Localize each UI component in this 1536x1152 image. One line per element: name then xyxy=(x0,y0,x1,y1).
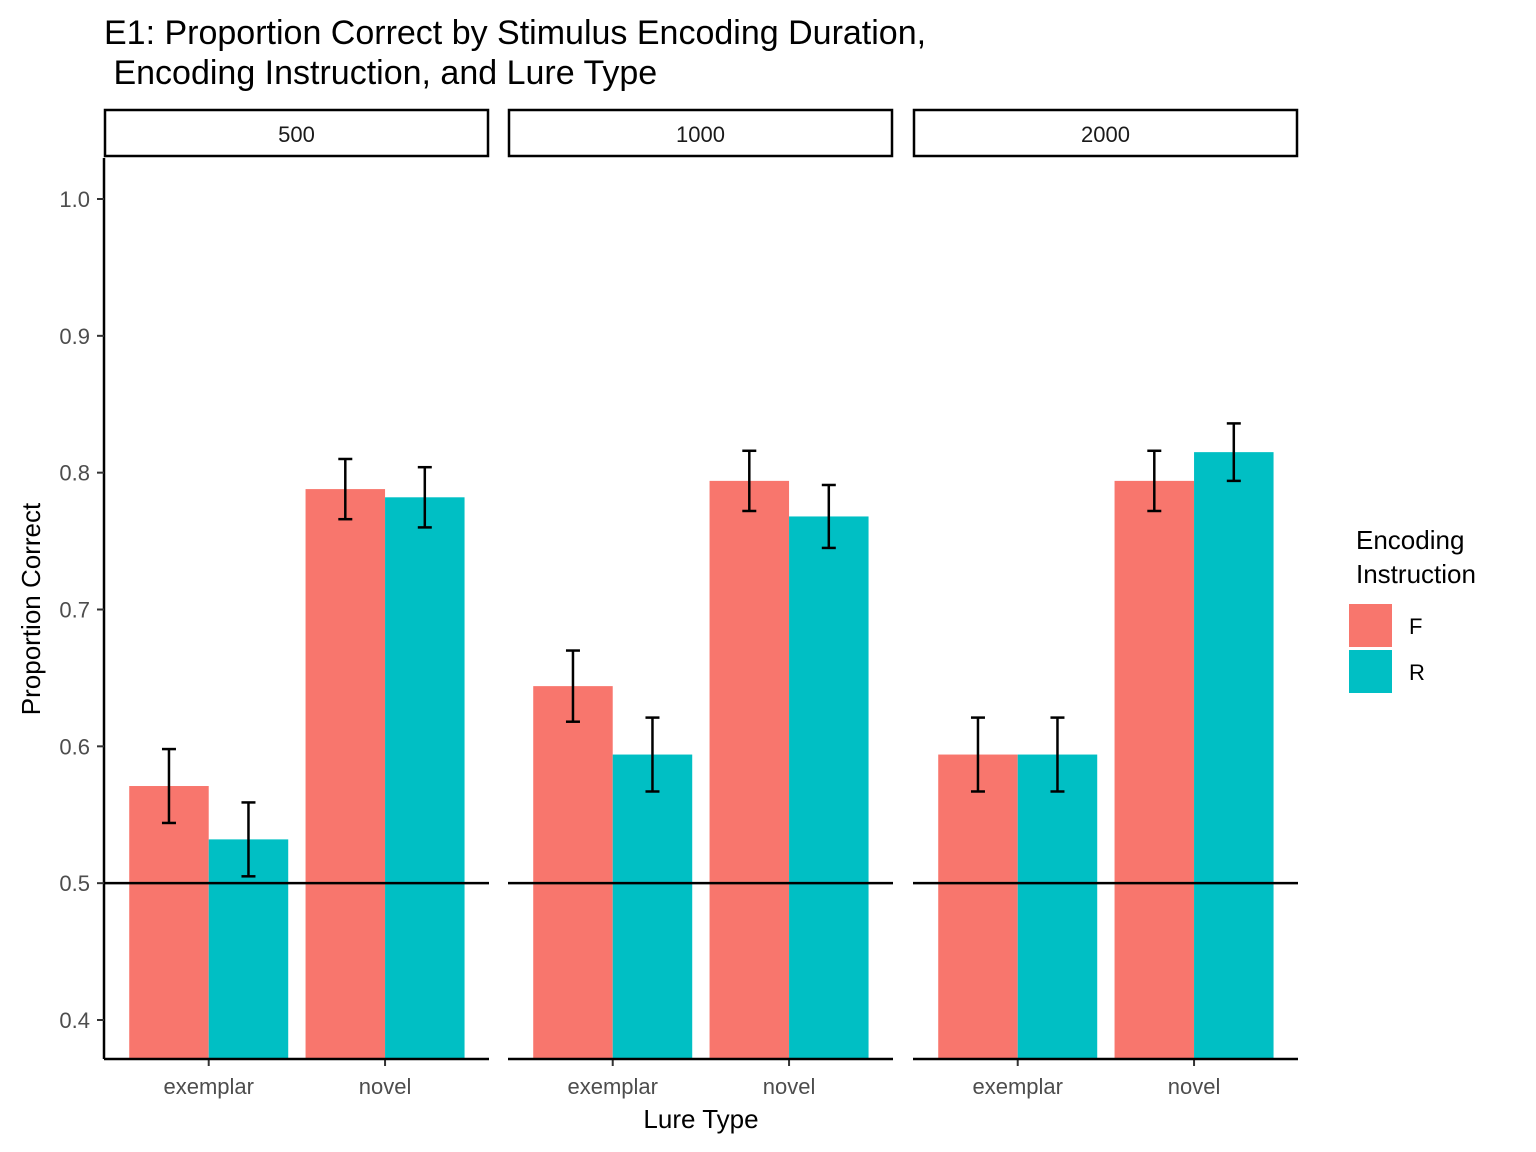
bar-F-exemplar xyxy=(938,754,1018,1059)
x-tick-label-novel: novel xyxy=(1168,1074,1221,1099)
legend-label-R: R xyxy=(1409,660,1425,685)
facet-strip xyxy=(912,108,1299,158)
bar-R-exemplar xyxy=(612,754,693,1059)
x-tick-label-novel: novel xyxy=(763,1074,816,1099)
facet-panel-1000: 1000 exemplar novel xyxy=(507,108,894,1099)
y-axis: 0.4 0.5 0.6 0.7 0.8 0.9 1.0 xyxy=(59,158,106,1059)
error-bar-R-novel xyxy=(1226,422,1241,483)
bar-F-exemplar xyxy=(129,786,209,1059)
y-tick-label: 0.5 xyxy=(59,871,90,896)
bar-R-novel xyxy=(385,497,465,1060)
error-bar-R-exemplar xyxy=(241,801,256,878)
x-tick-label-exemplar: exemplar xyxy=(972,1074,1062,1099)
facet-panels: 500 exemplar novel 1000 exemplar novel 2000 exe… xyxy=(103,108,1299,1099)
legend-key-R xyxy=(1349,650,1392,693)
y-tick-label: 1.0 xyxy=(59,187,90,212)
legend-title-line-1: Encoding xyxy=(1356,525,1464,555)
y-axis-label: Proportion Correct xyxy=(16,502,46,715)
x-axis-label: Lure Type xyxy=(643,1104,758,1134)
y-tick-label: 0.6 xyxy=(59,734,90,759)
y-tick-label: 0.9 xyxy=(59,324,90,349)
error-bar-F-exemplar xyxy=(565,649,580,723)
facet-strip-label: 1000 xyxy=(676,122,725,147)
error-bar-R-novel xyxy=(821,483,836,550)
y-tick-label: 0.8 xyxy=(59,461,90,486)
facet-strip xyxy=(507,108,894,158)
error-bar-F-exemplar xyxy=(161,747,176,825)
bar-R-exemplar xyxy=(1017,754,1098,1059)
legend: Encoding Instruction FR xyxy=(1349,525,1476,693)
chart-title-line-1: E1: Proportion Correct by Stimulus Encod… xyxy=(104,14,926,52)
legend-label-F: F xyxy=(1409,614,1422,639)
y-tick-label: 0.4 xyxy=(59,1008,90,1033)
x-tick-label-exemplar: exemplar xyxy=(567,1074,657,1099)
bar-R-novel xyxy=(789,516,869,1059)
bar-F-novel xyxy=(1114,480,1195,1059)
error-bar-F-novel xyxy=(1147,449,1162,513)
bar-R-novel xyxy=(1194,452,1274,1059)
x-tick-label-novel: novel xyxy=(359,1074,412,1099)
chart-title-line-2: Encoding Instruction, and Lure Type xyxy=(104,54,657,92)
error-bar-F-novel xyxy=(742,449,757,513)
facet-panel-2000: 2000 exemplar novel xyxy=(912,108,1299,1099)
error-bar-R-exemplar xyxy=(645,716,660,793)
error-bar-R-novel xyxy=(417,465,432,529)
error-bar-R-exemplar xyxy=(1050,716,1065,793)
facet-panel-500: 500 exemplar novel xyxy=(103,108,490,1099)
legend-key-F xyxy=(1349,604,1392,647)
bar-F-novel xyxy=(305,489,386,1059)
y-tick-label: 0.7 xyxy=(59,598,90,623)
facet-strip-label: 2000 xyxy=(1081,122,1130,147)
x-tick-label-exemplar: exemplar xyxy=(163,1074,253,1099)
error-bar-F-exemplar xyxy=(970,716,985,793)
error-bar-F-novel xyxy=(338,457,353,521)
bar-F-novel xyxy=(709,480,790,1059)
bar-F-exemplar xyxy=(533,686,613,1059)
facet-strip-label: 500 xyxy=(278,122,315,147)
facet-strip xyxy=(103,108,490,158)
legend-title-line-2: Instruction xyxy=(1356,559,1476,589)
